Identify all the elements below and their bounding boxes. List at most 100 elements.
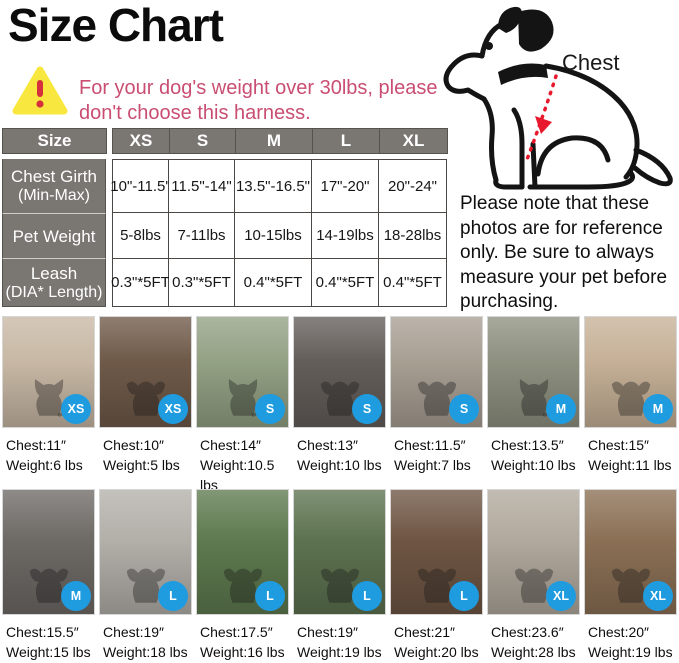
chest-measurement: Chest:21″ [394,624,455,640]
warning-triangle-icon [12,66,68,115]
size-badge: XL [546,581,576,611]
photo-row-1: XS Chest:11″ Weight:6 lbs XS Chest:10″ W… [2,316,677,495]
table-cell: 0.4"*5FT [312,259,379,307]
pet-photo-card: M Chest:13.5″ Weight:10 lbs [487,316,580,495]
pet-photo-card: XS Chest:11″ Weight:6 lbs [2,316,95,495]
table-cell: 11.5"-14" [169,159,235,213]
chest-measurement: Chest:19″ [103,624,164,640]
size-badge: M [61,581,91,611]
photo-caption: Chest:15.5″ Weight:15 lbs [2,615,95,662]
photo-caption: Chest:11″ Weight:6 lbs [2,428,95,475]
pet-photo-card: S Chest:14″ Weight:10.5 lbs [196,316,289,495]
photo-caption: Chest:13.5″ Weight:10 lbs [487,428,580,475]
dog-eye [485,42,493,50]
size-badge: S [352,394,382,424]
table-cell: 7-11lbs [169,213,235,259]
pet-photo: XS [2,316,95,428]
row-label-line: Chest Girth [11,167,97,186]
row-label-chest-girth: Chest Girth (Min-Max) [2,159,106,213]
dog-ear [498,6,522,34]
table-cell: 13.5"-16.5" [235,159,312,213]
chest-measurement: Chest:20″ [588,624,649,640]
table-cell: 0.4"*5FT [235,259,312,307]
pet-photo-card: XS Chest:10″ Weight:5 lbs [99,316,192,495]
weight-measurement: Weight:10 lbs [297,457,382,473]
weight-measurement: Weight:5 lbs [103,457,180,473]
table-cell: 20"-24" [379,159,447,213]
table-cell: 10-15lbs [235,213,312,259]
pet-photo-card: L Chest:19″ Weight:19 lbs [293,489,386,662]
weight-measurement: Weight:19 lbs [297,644,382,660]
dog-outline-drawing [443,6,673,190]
pet-photo: L [99,489,192,615]
size-badge: L [352,581,382,611]
photo-caption: Chest:20″ Weight:19 lbs [584,615,677,662]
row-label-line: (Min-Max) [18,187,90,204]
pet-photo: L [390,489,483,615]
row-label-pet-weight: Pet Weight [2,213,106,259]
pet-photo-card: L Chest:17.5″ Weight:16 lbs [196,489,289,662]
pet-photo: M [487,316,580,428]
photo-caption: Chest:23.6″ Weight:28 lbs [487,615,580,662]
chest-measurement: Chest:13.5″ [491,437,564,453]
weight-measurement: Weight:6 lbs [6,457,83,473]
pet-photo-card: L Chest:21″ Weight:20 lbs [390,489,483,662]
photo-caption: Chest:19″ Weight:19 lbs [293,615,386,662]
pet-photo: S [196,316,289,428]
table-corner-label: Size [2,128,107,154]
size-table: Size XS S M L XL Chest Girth (Min-Max) P… [2,128,448,307]
column-header-xs: XS [112,128,170,154]
table-cell: 10"-11.5" [110,159,171,213]
chest-measurement: Chest:14″ [200,437,261,453]
table-cell: 17"-20" [312,159,379,213]
weight-measurement: Weight:20 lbs [394,644,479,660]
pet-photo: XS [99,316,192,428]
weight-measurement: Weight:11 lbs [588,457,672,473]
column-header-l: L [312,128,380,154]
chest-measurement: Chest:19″ [297,624,358,640]
pet-photo: M [2,489,95,615]
photo-caption: Chest:15″ Weight:11 lbs [584,428,677,475]
warning-line-1: For your dog's weight over 30lbs, please [79,77,438,99]
chest-measurement: Chest:11″ [6,437,66,453]
pet-photo: L [196,489,289,615]
chest-measurement: Chest:15.5″ [6,624,79,640]
table-cell: 0.3"*5FT [111,259,170,307]
weight-measurement: Weight:18 lbs [103,644,188,660]
photo-row-2: M Chest:15.5″ Weight:15 lbs L Chest:19″ … [2,489,677,662]
pet-photo: M [584,316,677,428]
pet-photo-card: S Chest:11.5″ Weight:7 lbs [390,316,483,495]
pet-photo-card: L Chest:19″ Weight:18 lbs [99,489,192,662]
chest-measurement: Chest:13″ [297,437,358,453]
pet-photo-card: M Chest:15″ Weight:11 lbs [584,316,677,495]
size-badge: XL [643,581,673,611]
pet-photo: S [293,316,386,428]
size-badge: M [546,394,576,424]
table-cell: 0.4"*5FT [379,259,447,307]
warning-text: For your dog's weight over 30lbs, please… [79,76,471,126]
size-badge: S [449,394,479,424]
table-cell: 0.3"*5FT [169,259,235,307]
warning-line-2: don't choose this harness. [79,102,311,124]
photo-caption: Chest:11.5″ Weight:7 lbs [390,428,483,475]
table-cell: 14-19lbs [312,213,379,259]
row-label-line: (DIA* Length) [5,283,103,301]
photo-caption: Chest:10″ Weight:5 lbs [99,428,192,475]
table-cell: 18-28lbs [379,213,447,259]
weight-measurement: Weight:15 lbs [6,644,91,660]
photo-caption: Chest:21″ Weight:20 lbs [390,615,483,662]
dog-ear [518,9,554,52]
chest-measurement: Chest:17.5″ [200,624,273,640]
dog-collar [498,63,548,85]
page-title: Size Chart [8,0,224,51]
reference-note: Please note that these photos are for re… [460,193,668,312]
chest-label: Chest [562,50,620,75]
size-badge: L [255,581,285,611]
size-badge: XS [158,394,188,424]
row-label-leash: Leash (DIA* Length) [2,259,106,307]
photo-caption: Chest:13″ Weight:10 lbs [293,428,386,475]
weight-measurement: Weight:28 lbs [491,644,576,660]
pet-photo-card: M Chest:15.5″ Weight:15 lbs [2,489,95,662]
pet-photo: L [293,489,386,615]
weight-measurement: Weight:16 lbs [200,644,285,660]
